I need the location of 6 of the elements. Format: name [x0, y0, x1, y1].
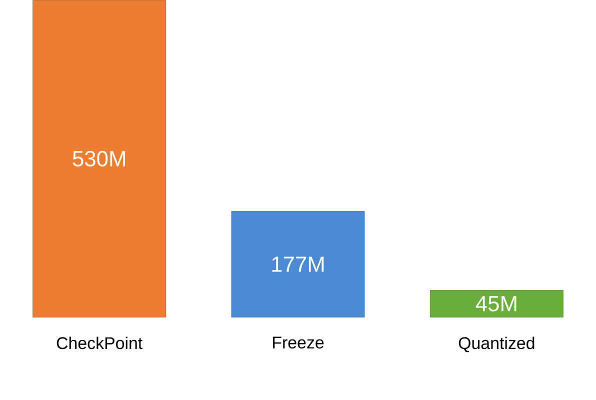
x-tick-label: Quantized [458, 336, 534, 352]
data-label: 530M [72, 150, 125, 166]
x-tick-label: CheckPoint [56, 336, 142, 350]
x-tick-label: Freeze [273, 336, 324, 348]
data-label: 177M [272, 256, 324, 272]
data-label: 45M [476, 296, 516, 312]
